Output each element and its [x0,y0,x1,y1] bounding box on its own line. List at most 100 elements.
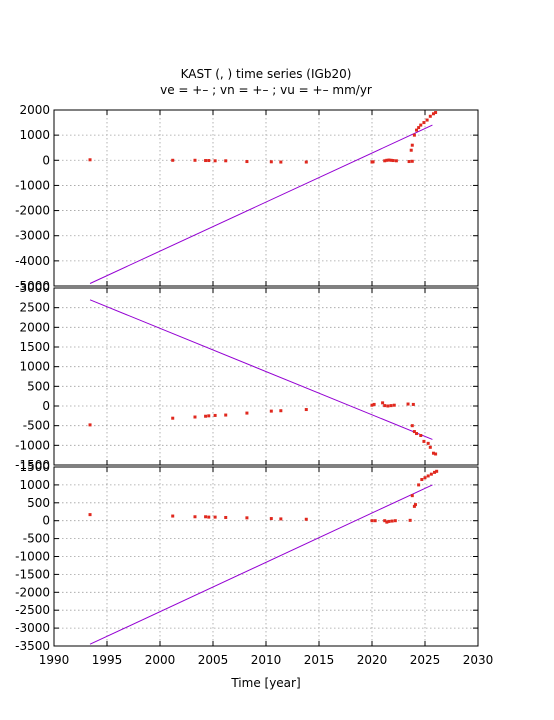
y-tick-label: -1000 [15,178,50,192]
data-point [413,503,417,507]
data-point [204,414,208,418]
y-tick-label: -1000 [15,550,50,564]
data-point [213,515,217,519]
x-tick-label: 1995 [92,653,123,667]
data-point [433,470,437,474]
panel-up: 1000 500 0 -500 -1000 -1500 -2000 -2500 -3000 -35… [15,460,493,667]
y-tick-label: -1500 [15,567,50,581]
x-tick-label: 2020 [357,653,388,667]
y-tick-label: 2000 [19,320,50,334]
data-point [372,402,376,406]
data-point [387,519,391,523]
trend-line [89,124,433,284]
data-point [279,409,283,413]
data-point [410,159,414,163]
data-point [204,159,208,163]
data-point [279,517,283,521]
data-point [389,404,393,408]
data-point [304,408,308,412]
data-point [387,158,391,162]
y-tick-label: 2000 [19,103,50,117]
y-tick-label: -3500 [15,639,50,653]
data-point [381,401,385,405]
data-point [420,478,424,482]
y-tick-label: 0 [42,514,50,528]
data-point [423,476,427,480]
data-point [213,413,217,417]
data-point [207,515,211,519]
y-tick-label: -1000 [15,438,50,452]
data-point [193,158,197,162]
y-tick-label: -2500 [15,603,50,617]
data-point [431,451,435,455]
data-point [245,160,249,164]
data-point [391,159,395,163]
data-point [422,439,426,443]
y-tick-label: -2000 [15,585,50,599]
data-point [428,445,432,449]
y-tick-label: -4000 [15,254,50,268]
data-point [213,159,217,163]
y-tick-label: 500 [27,496,50,510]
data-point [245,411,249,415]
data-point [419,123,423,127]
data-point [88,513,92,517]
x-tick-label: 2015 [304,653,335,667]
y-tick-label: 1500 [19,460,50,474]
y-tick-label: 1000 [19,360,50,374]
data-point [415,128,419,132]
trend-line [89,484,433,645]
x-tick-label: 2030 [463,653,494,667]
y-tick-label: 0 [42,399,50,413]
data-point [393,519,397,523]
data-point [386,404,390,408]
data-point [422,121,426,125]
y-tick-label: 1000 [19,128,50,142]
data-point [224,159,228,163]
data-point [435,469,439,473]
data-point [383,159,387,163]
data-point [245,516,249,520]
data-point [429,472,433,476]
y-tick-label: -5000 [15,279,50,293]
data-point [408,518,412,522]
panel-frame [53,287,479,466]
chart-subtitle: ve = +– ; vn = +– ; vu = +– mm/yr [160,83,372,97]
data-point [383,519,387,523]
panel-frame [53,109,479,287]
y-tick-label: 2500 [19,301,50,315]
data-point [269,160,273,164]
data-point [410,143,414,147]
data-point [417,483,421,487]
data-point [304,517,308,521]
data-point [207,414,211,418]
y-tick-label: -1500 [15,458,50,472]
chart-title: KAST (, ) time series (IGb20) [181,67,352,81]
data-point [411,402,415,406]
data-point [385,520,389,524]
data-point [370,403,374,407]
data-point [415,432,419,436]
x-tick-label: 1990 [39,653,70,667]
data-point [224,413,228,417]
data-point [193,415,197,419]
data-point [412,430,416,434]
data-point [370,519,374,523]
data-point [304,160,308,164]
y-tick-label: -2000 [15,204,50,218]
data-point [417,126,421,130]
data-point [409,148,413,152]
data-point [431,112,435,116]
data-point [207,159,211,163]
data-point [410,494,414,498]
y-tick-label: -3000 [15,621,50,635]
trend-line [89,299,433,440]
data-point [269,409,273,413]
data-point [412,504,416,508]
data-point [426,474,430,478]
panel-east: 2000 1000 0 -1000 -2000 -3000 -4000 -5000 [15,103,479,293]
y-tick-label: -500 [23,419,50,433]
y-tick-label: 1500 [19,340,50,354]
data-point [412,133,416,137]
